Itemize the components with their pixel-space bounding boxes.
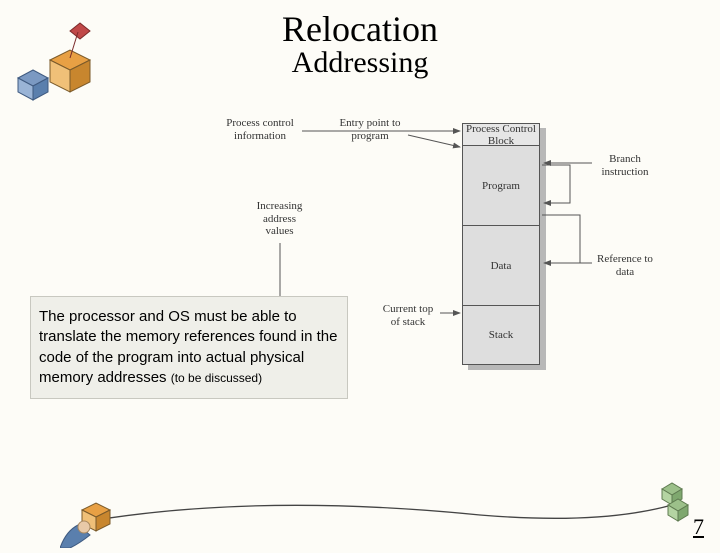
deco-top-cubes [10, 18, 110, 103]
page-number: 7 [693, 514, 704, 540]
note-small: (to be discussed) [171, 371, 262, 385]
deco-bottom [60, 473, 700, 548]
note-box: The processor and OS must be able to tra… [30, 296, 348, 399]
